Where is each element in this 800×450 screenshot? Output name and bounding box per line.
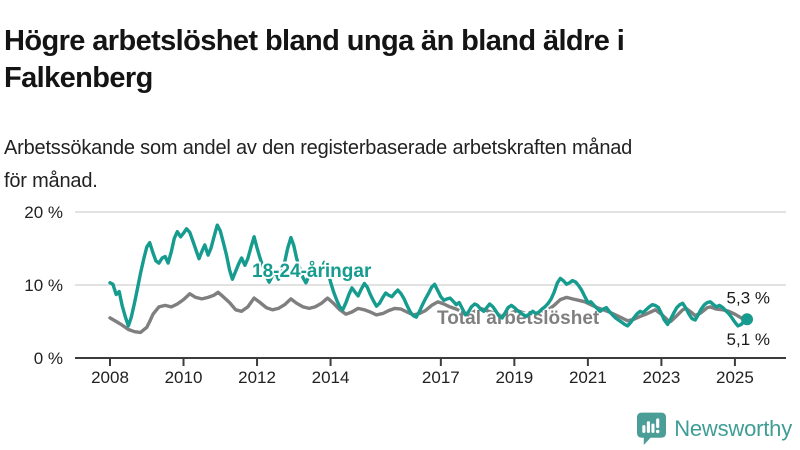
series-label-18-24-aringar: 18-24-åringar	[252, 261, 372, 282]
bar-icon-medium	[651, 423, 655, 433]
x-axis-label-2019: 2019	[495, 368, 533, 387]
chart-title: Högre arbetslöshet bland unga än bland ä…	[4, 25, 625, 95]
x-axis-label-2014: 2014	[312, 368, 350, 387]
x-axis-label-2021: 2021	[569, 368, 607, 387]
newsworthy-brand-link[interactable]: Newsworthy	[637, 412, 792, 446]
x-axis-label-2012: 2012	[238, 368, 276, 387]
end-value-label-total-arbetsloshet: 5,1 %	[727, 330, 770, 349]
x-axis-label-2017: 2017	[422, 368, 460, 387]
series-end-dot-18-24-aringar	[741, 313, 754, 326]
x-axis-label-2023: 2023	[642, 368, 680, 387]
end-value-label-18-24-aringar: 5,3 %	[727, 288, 770, 307]
exclamation-dot-icon	[656, 429, 660, 434]
y-axis-label-0pct: 0 %	[34, 349, 63, 368]
exclamation-icon	[656, 418, 660, 429]
chart-subtitle: Arbetssökande som andel av den registerb…	[4, 137, 633, 192]
series-line-total-arbetsloshet	[108, 290, 749, 335]
x-axis-label-2010: 2010	[165, 368, 203, 387]
x-axis-label-2025: 2025	[716, 368, 754, 387]
bar-icon-tall	[647, 421, 651, 433]
series-line-18-24-aringar	[108, 223, 749, 328]
y-axis-label-20pct: 20 %	[24, 203, 63, 222]
y-axis-label-10pct: 10 %	[24, 276, 63, 295]
newsworthy-logo-icon	[637, 412, 667, 445]
bar-icon-small	[642, 425, 646, 433]
x-axis-label-2008: 2008	[91, 368, 129, 387]
brand-name: Newsworthy	[674, 416, 792, 441]
